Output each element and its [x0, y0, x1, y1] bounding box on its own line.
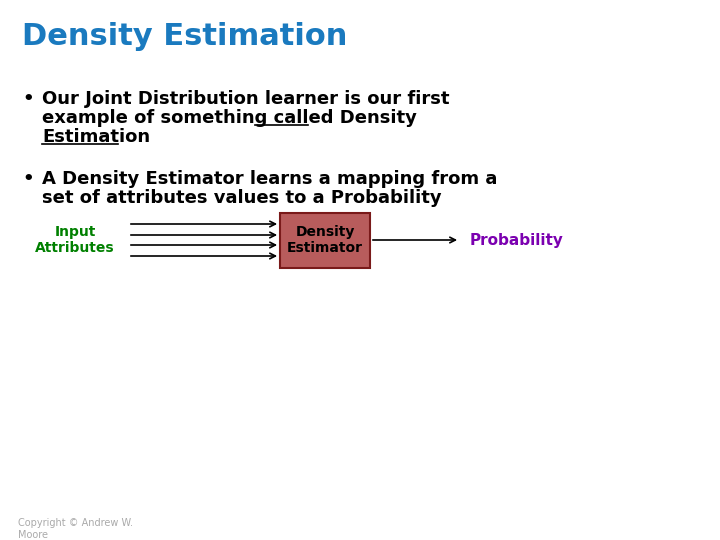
Text: set of attributes values to a Probability: set of attributes values to a Probabilit… [42, 189, 441, 207]
Text: Our Joint Distribution learner is our first: Our Joint Distribution learner is our fi… [42, 90, 449, 108]
Text: Density
Estimator: Density Estimator [287, 225, 363, 255]
Text: Input
Attributes: Input Attributes [35, 225, 114, 255]
Text: •: • [22, 90, 34, 108]
Text: Probability: Probability [470, 233, 564, 247]
Text: A Density Estimator learns a mapping from a: A Density Estimator learns a mapping fro… [42, 170, 498, 188]
Text: Density Estimation: Density Estimation [22, 22, 347, 51]
Text: Copyright © Andrew W.
Moore: Copyright © Andrew W. Moore [18, 518, 133, 539]
Text: •: • [22, 170, 34, 188]
Bar [280, 213, 370, 267]
Text: Estimation: Estimation [42, 128, 150, 146]
Text: example of something called Density: example of something called Density [42, 109, 417, 127]
